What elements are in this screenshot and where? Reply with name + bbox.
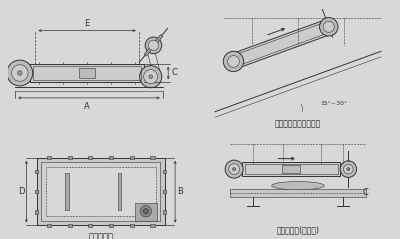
Bar (36, 170, 38, 173)
Bar (144, 34, 163, 56)
Text: C: C (172, 69, 178, 77)
Bar (282, 165, 300, 173)
Circle shape (144, 70, 158, 84)
Bar (68, 156, 72, 159)
Bar (47, 156, 51, 159)
Circle shape (233, 168, 236, 171)
Circle shape (140, 66, 162, 88)
Bar (47, 224, 51, 227)
Bar (230, 189, 366, 197)
Circle shape (143, 208, 148, 214)
Bar (30, 64, 144, 82)
Bar (109, 224, 113, 227)
Bar (130, 156, 134, 159)
Bar (36, 210, 38, 214)
Text: A: A (84, 103, 90, 112)
Bar (134, 203, 157, 221)
Bar (231, 19, 332, 69)
Bar (234, 22, 328, 66)
Circle shape (347, 168, 350, 171)
Bar (130, 224, 134, 227)
Bar (109, 156, 113, 159)
Circle shape (140, 206, 152, 217)
Text: D: D (18, 187, 24, 196)
Bar (150, 224, 155, 227)
Text: 安装示意图(水平式): 安装示意图(水平式) (276, 225, 320, 234)
Bar (88, 156, 92, 159)
Circle shape (12, 65, 28, 81)
Circle shape (228, 56, 239, 67)
Text: B: B (177, 187, 183, 196)
Circle shape (7, 60, 33, 86)
Bar (242, 162, 340, 176)
Text: C: C (362, 188, 368, 197)
Circle shape (323, 21, 334, 32)
Circle shape (149, 75, 152, 79)
Text: E: E (84, 19, 90, 28)
Bar (245, 164, 338, 174)
Bar (163, 170, 166, 173)
Bar (68, 224, 72, 227)
Circle shape (18, 71, 22, 75)
Bar (36, 190, 38, 194)
Bar (118, 173, 121, 211)
Bar (150, 156, 155, 159)
Circle shape (229, 164, 240, 174)
Circle shape (225, 160, 243, 178)
Bar (42, 162, 160, 221)
Ellipse shape (272, 182, 324, 190)
Circle shape (340, 161, 356, 177)
Circle shape (344, 164, 353, 174)
Bar (163, 190, 166, 194)
Text: 外形尺寸图: 外形尺寸图 (88, 232, 113, 239)
Bar (37, 158, 164, 225)
Bar (88, 224, 92, 227)
Bar (163, 210, 166, 214)
Bar (46, 167, 156, 217)
Circle shape (145, 37, 162, 54)
Text: 15°~30°: 15°~30° (320, 101, 347, 106)
Circle shape (320, 18, 338, 36)
Text: 安装示意图（倾斜式）: 安装示意图（倾斜式） (275, 119, 321, 128)
Circle shape (223, 51, 244, 72)
Bar (65, 173, 69, 211)
Bar (79, 68, 95, 78)
Circle shape (148, 40, 159, 50)
Bar (33, 66, 142, 80)
